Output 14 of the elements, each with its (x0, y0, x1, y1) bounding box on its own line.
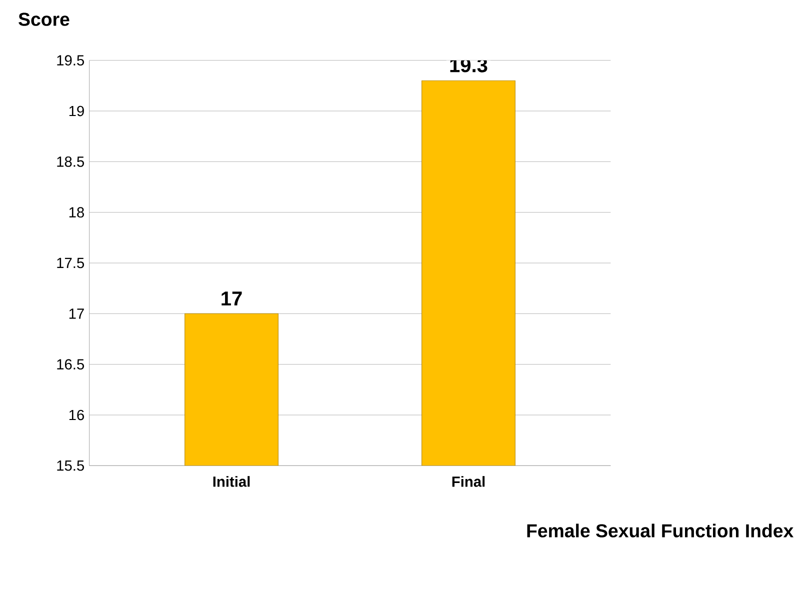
x-tick-label: Final (452, 476, 485, 487)
y-tick-label: 17.5 (57, 258, 84, 268)
y-tick-label: 15.5 (57, 460, 84, 471)
y-tick-label: 16.5 (57, 359, 84, 370)
y-tick-label: 16 (69, 410, 84, 420)
y-axis-title: Score (18, 12, 70, 26)
y-tick-label: 18 (69, 207, 84, 218)
x-tick-label: Initial (213, 476, 250, 487)
y-tick-label: 19 (69, 106, 84, 116)
y-tick-label: 19.5 (57, 55, 84, 66)
y-tick-label: 18.5 (57, 156, 84, 167)
y-tick-label: 17 (69, 308, 84, 319)
data-label: 17 (222, 292, 242, 306)
x-axis-title: Female Sexual Function Index (527, 524, 794, 538)
